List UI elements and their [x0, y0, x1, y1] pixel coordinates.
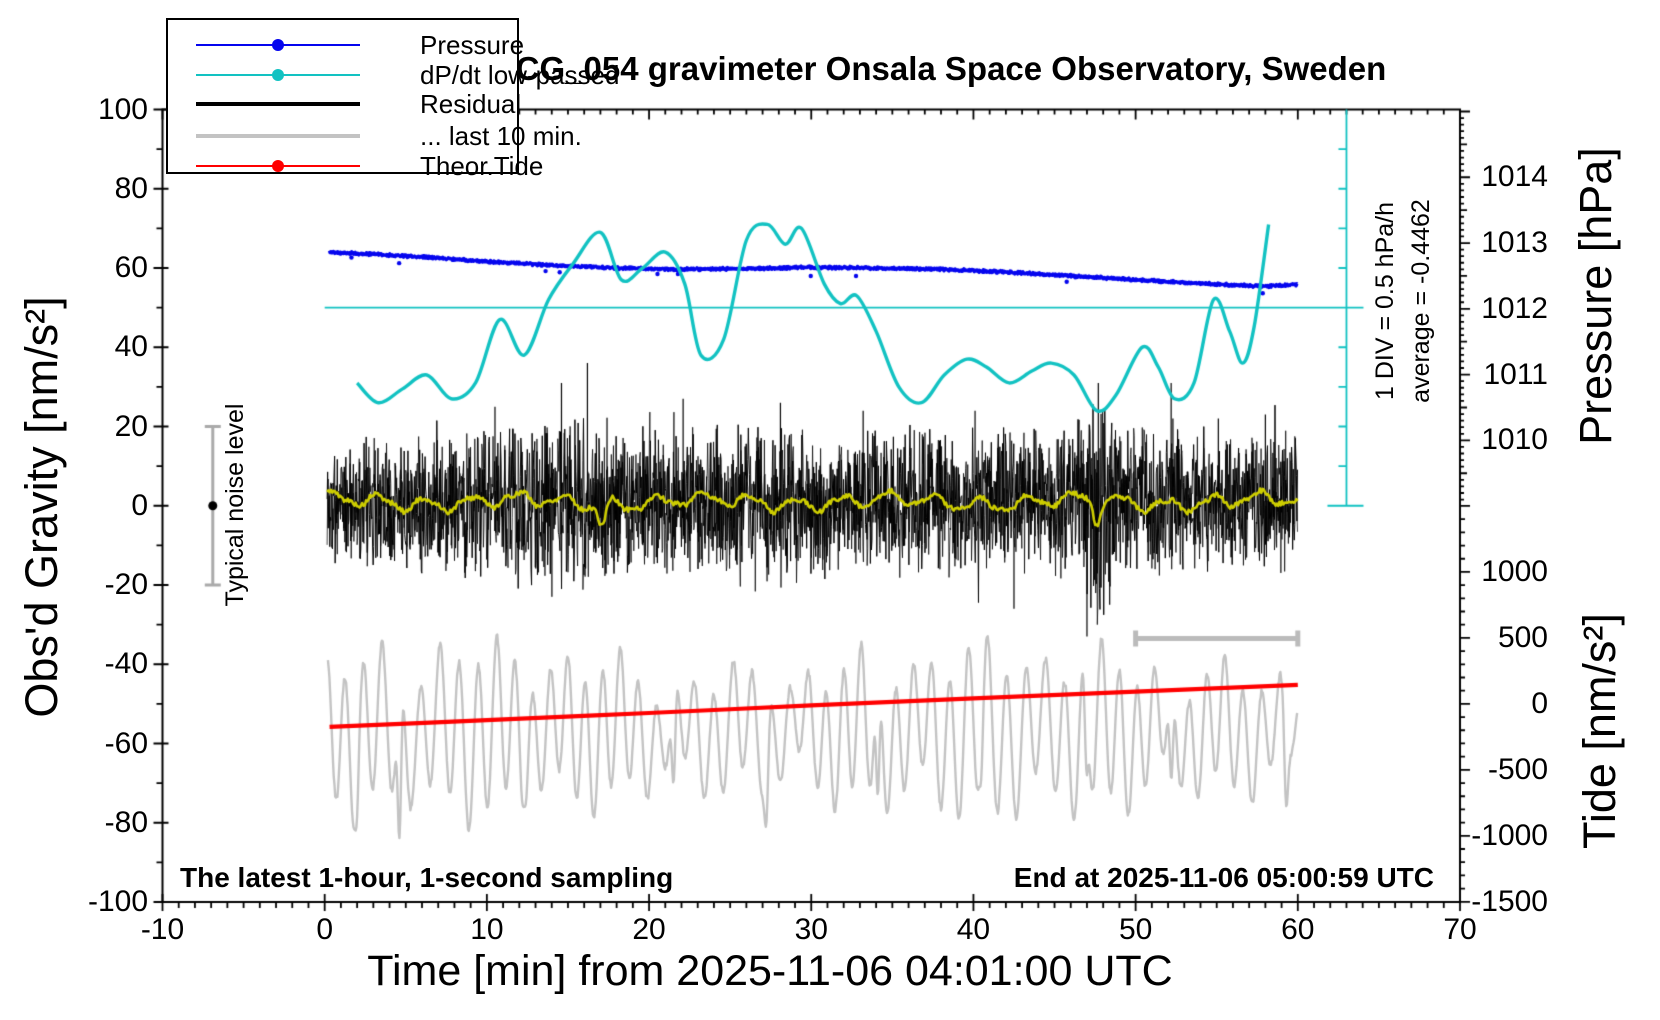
x-axis-title: Time [min] from 2025-11-06 04:01:00 UTC — [367, 947, 1173, 995]
legend-item-theortide: Theor.Tide — [168, 151, 543, 181]
legend-label: Pressure — [420, 30, 525, 60]
end-time-note: End at 2025-11-06 05:00:59 UTC — [1013, 862, 1434, 893]
legend-label: dP/dt low-passed — [420, 60, 620, 90]
chart-title: SCG_054 gravimeter Onsala Space Observat… — [493, 50, 1387, 87]
legend-item-residual: Residual — [168, 89, 521, 119]
x-tick-label: 20 — [632, 913, 666, 946]
gravity-tick-label: 40 — [114, 330, 148, 364]
gravity-tick-label: -100 — [87, 885, 148, 918]
tide-tick-label: 0 — [1531, 686, 1548, 720]
legend-label: ... last 10 min. — [420, 121, 582, 151]
gravity-tick-label: -40 — [104, 647, 148, 681]
legend-label: Theor.Tide — [420, 151, 544, 181]
gravity-tick-label: 60 — [114, 251, 148, 284]
tide-tick-label: 1000 — [1481, 554, 1548, 588]
legend-item-pressure: Pressure — [168, 30, 524, 60]
tide-tick-label: -500 — [1487, 752, 1548, 786]
tide-axis-title: Tide [nm/s²] — [1574, 613, 1625, 849]
legend-box: Pressure dP/dt low-passed Residual ... l… — [166, 18, 619, 181]
typical-noise-label: Typical noise level — [221, 403, 249, 607]
gravity-tick-label: 100 — [97, 92, 148, 126]
x-tick-label: 70 — [1443, 913, 1477, 946]
gravity-tick-label: -20 — [104, 568, 148, 601]
pressure-tick-label: 1011 — [1483, 357, 1548, 391]
theortide-line-sample — [196, 160, 360, 172]
gravity-tick-label: -80 — [104, 805, 148, 839]
x-tick-label: -10 — [140, 913, 185, 946]
sampling-note: The latest 1-hour, 1-second sampling — [180, 862, 674, 893]
x-tick-label: 30 — [794, 913, 828, 946]
gravity-tick-label: 80 — [114, 171, 148, 205]
residual-line-sample — [196, 102, 360, 106]
dpdt-scale-label: 1 DIV = 0.5 hPa/h — [1371, 201, 1399, 401]
gravity-tick-label: 0 — [131, 488, 148, 522]
legend-item-last10: ... last 10 min. — [168, 121, 582, 151]
gravity-tick-label: 20 — [114, 409, 148, 443]
dpdt-line-sample — [196, 69, 360, 81]
x-tick-label: 10 — [470, 913, 504, 946]
last10-line-sample — [196, 134, 360, 138]
tide-tick-label: -1000 — [1471, 818, 1548, 852]
pressure-tick-label: 1012 — [1481, 291, 1548, 325]
pressure-tick-label: 1013 — [1481, 226, 1548, 260]
legend-label: Residual — [420, 89, 522, 119]
tide-tick-label: -1500 — [1471, 884, 1548, 918]
x-tick-label: 40 — [956, 913, 991, 946]
tide-tick-label: 500 — [1497, 620, 1548, 654]
x-tick-label: 0 — [316, 913, 334, 946]
x-tick-label: 60 — [1281, 913, 1315, 946]
x-tick-label: 50 — [1118, 913, 1153, 946]
pressure-line-sample — [196, 39, 360, 51]
legend-item-dpdt: dP/dt low-passed — [168, 60, 619, 90]
pressure-tick-label: 1010 — [1481, 423, 1548, 457]
pressure-tick-label: 1014 — [1481, 160, 1548, 194]
gravity-tick-label: -60 — [104, 726, 148, 760]
dpdt-average-label: average = -0.4462 — [1407, 199, 1435, 403]
